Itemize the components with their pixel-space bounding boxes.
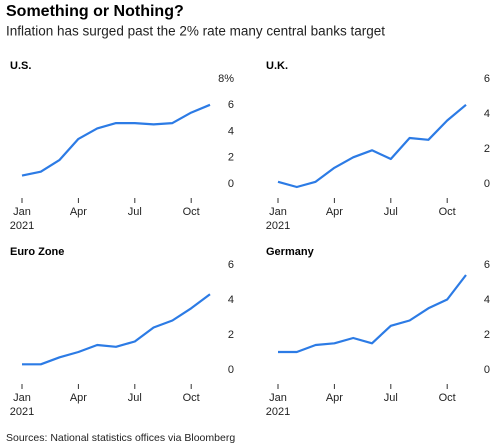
x-tick-label: Apr — [326, 206, 343, 218]
year-label: 2021 — [10, 406, 34, 418]
panel-title: U.K. — [266, 60, 288, 72]
data-line — [277, 103, 467, 189]
x-tick-label: Jul — [128, 206, 142, 218]
x-tick-label: Jul — [384, 206, 398, 218]
y-tick-label: 0 — [484, 178, 490, 190]
panel-title: Germany — [266, 246, 315, 258]
x-tick-label: Jan — [269, 206, 287, 218]
chart-subtitle: Inflation has surged past the 2% rate ma… — [6, 24, 385, 39]
y-tick-label: 4 — [228, 125, 234, 137]
data-line — [22, 293, 211, 366]
x-tick-label: Apr — [70, 392, 87, 404]
y-tick-label: 0 — [228, 178, 234, 190]
y-tick-label: 6 — [228, 259, 234, 271]
y-tick-label: 2 — [228, 152, 234, 164]
x-tick-label: Jul — [128, 392, 142, 404]
y-tick-label: 6 — [228, 99, 234, 111]
y-tick-label: 0 — [228, 364, 234, 376]
x-tick-label: Jan — [269, 392, 287, 404]
x-tick-label: Oct — [439, 206, 456, 218]
x-tick-label: Apr — [70, 206, 87, 218]
x-tick-label: Jan — [13, 392, 31, 404]
y-tick-label: 2 — [484, 143, 490, 155]
source-note: Sources: National statistics offices via… — [6, 432, 235, 444]
x-tick-label: Oct — [439, 392, 456, 404]
y-tick-label: 0 — [484, 364, 490, 376]
x-tick-label: Jan — [13, 206, 31, 218]
y-tick-label: 4 — [484, 294, 490, 306]
data-line — [278, 274, 467, 354]
x-tick-label: Jul — [384, 392, 398, 404]
year-label: 2021 — [10, 220, 34, 232]
x-tick-label: Oct — [183, 392, 200, 404]
year-label: 2021 — [266, 220, 290, 232]
y-tick-label: 2 — [228, 329, 234, 341]
y-tick-label: 2 — [484, 329, 490, 341]
year-label: 2021 — [266, 406, 290, 418]
panel-title: U.S. — [10, 60, 31, 72]
x-tick-label: Apr — [326, 392, 343, 404]
chart-title: Something or Nothing? — [6, 3, 184, 20]
panel-title: Euro Zone — [10, 246, 64, 258]
y-tick-label: 6 — [484, 259, 490, 271]
y-tick-label: 6 — [484, 73, 490, 85]
y-tick-label: 4 — [484, 108, 490, 120]
x-tick-label: Oct — [183, 206, 200, 218]
data-line — [21, 103, 211, 177]
y-tick-label: 4 — [228, 294, 234, 306]
y-tick-label: 8% — [218, 73, 234, 85]
